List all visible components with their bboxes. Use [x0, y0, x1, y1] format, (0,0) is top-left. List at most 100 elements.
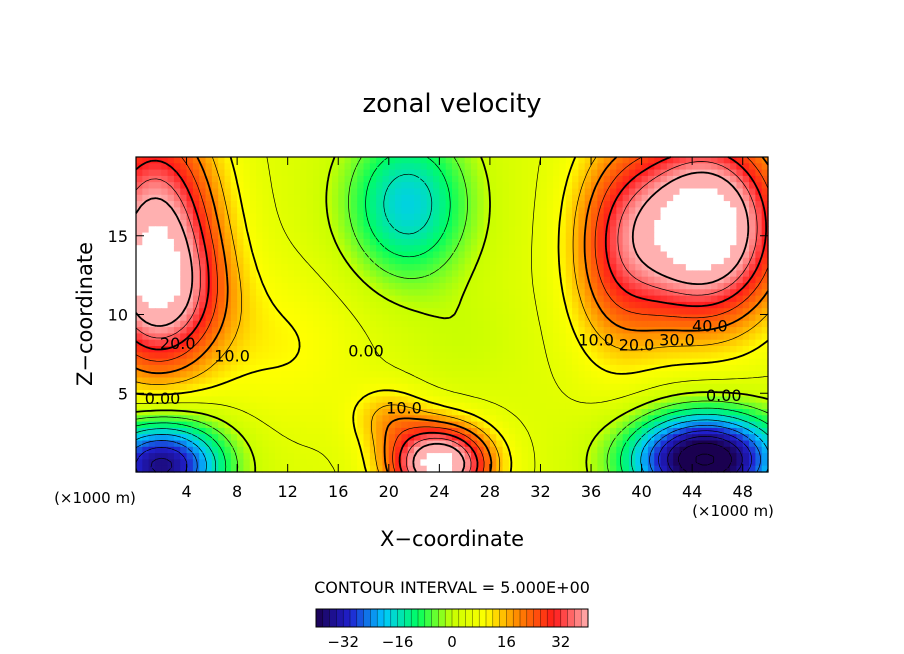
field-cell [275, 232, 282, 240]
field-cell [654, 434, 662, 442]
field-cell [294, 320, 301, 328]
field-cell [173, 459, 181, 467]
field-cell [142, 251, 150, 259]
field-cell [666, 409, 674, 416]
field-cell [508, 264, 516, 271]
field-cell [230, 251, 238, 259]
field-cell [616, 157, 624, 164]
field-cell [496, 257, 504, 265]
field-cell [142, 377, 150, 385]
field-cell [382, 415, 390, 423]
field-cell [742, 371, 750, 379]
field-cell [578, 371, 586, 379]
field-cell [755, 207, 763, 215]
field-cell [477, 308, 485, 316]
field-cell [496, 175, 504, 183]
field-cell [572, 264, 579, 271]
field-cell [515, 396, 523, 404]
field-cell [717, 245, 725, 253]
field-cell [761, 446, 769, 454]
field-cell [230, 295, 238, 303]
field-cell [666, 295, 674, 303]
field-cell [136, 289, 143, 297]
field-cell [628, 339, 636, 347]
field-cell [610, 339, 617, 347]
field-cell [572, 396, 579, 404]
field-cell [350, 402, 358, 410]
field-cell [534, 358, 542, 366]
field-cell [388, 245, 396, 253]
field-cell [458, 257, 466, 265]
field-cell [192, 276, 200, 284]
field-cell [237, 440, 245, 448]
field-cell [142, 415, 150, 423]
field-cell [641, 427, 649, 435]
field-cell [350, 188, 358, 196]
field-cell [154, 383, 162, 391]
field-cell [237, 157, 245, 164]
field-cell [673, 371, 681, 379]
field-cell [249, 402, 257, 410]
field-cell [452, 257, 459, 265]
field-cell [306, 194, 314, 202]
field-cell [730, 440, 737, 448]
field-cell [300, 409, 308, 416]
field-cell [262, 390, 270, 397]
field-cell [508, 169, 516, 177]
field-cell [483, 377, 491, 385]
field-cell [180, 257, 188, 265]
field-cell [256, 358, 263, 366]
field-cell [452, 402, 459, 410]
field-cell [692, 232, 700, 240]
field-cell [458, 434, 466, 442]
field-cell [445, 327, 453, 334]
field-cell [584, 339, 592, 347]
field-cell [647, 459, 655, 467]
field-cell [294, 364, 301, 372]
field-cell [369, 283, 377, 290]
field-cell [376, 188, 384, 196]
field-cell [730, 194, 737, 202]
field-cell [237, 358, 245, 366]
field-cell [357, 339, 365, 347]
field-cell [717, 402, 725, 410]
field-cell [249, 226, 257, 234]
field-cell [426, 415, 434, 423]
field-cell [369, 270, 377, 278]
field-cell [559, 226, 567, 234]
field-cell [306, 415, 314, 423]
field-cell [704, 333, 712, 341]
field-cell [218, 396, 226, 404]
field-cell [578, 163, 586, 171]
field-cell [553, 270, 561, 278]
field-cell [199, 301, 207, 309]
field-cell [344, 446, 352, 454]
field-cell [287, 390, 295, 397]
field-cell [294, 377, 301, 385]
field-cell [761, 226, 769, 234]
field-cell [331, 364, 339, 372]
field-cell [237, 207, 245, 215]
field-cell [439, 207, 447, 215]
field-cell [319, 364, 327, 372]
field-cell [294, 245, 301, 253]
field-cell [287, 295, 295, 303]
field-cell [534, 226, 542, 234]
field-cell [761, 163, 769, 171]
field-cell [628, 226, 636, 234]
field-cell [148, 207, 156, 215]
field-cell [730, 453, 737, 460]
field-cell [306, 327, 314, 334]
field-cell [167, 207, 175, 215]
field-cell [685, 295, 693, 303]
field-cell [205, 434, 213, 442]
field-cell [414, 396, 421, 404]
field-cell [445, 213, 453, 221]
field-cell [148, 295, 156, 303]
field-cell [628, 188, 636, 196]
field-cell [458, 446, 466, 454]
field-cell [603, 232, 611, 240]
field-cell [660, 264, 668, 271]
field-cell [742, 396, 750, 404]
field-cell [477, 220, 485, 227]
